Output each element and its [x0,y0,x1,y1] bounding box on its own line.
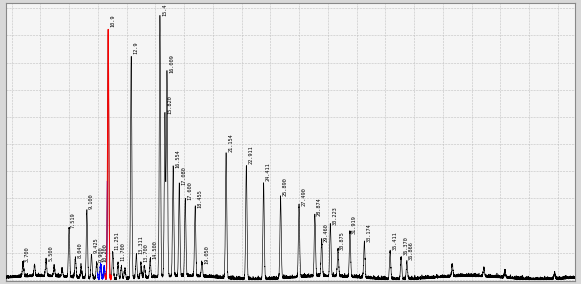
Text: 19.050: 19.050 [204,245,209,264]
Text: 11.251: 11.251 [115,231,120,250]
Text: 25.890: 25.890 [283,177,288,196]
Text: 13.700: 13.700 [143,243,148,262]
Text: 10.9: 10.9 [110,15,115,27]
Text: 8.040: 8.040 [77,243,83,258]
Text: 30.875: 30.875 [340,231,345,250]
Text: 9.100: 9.100 [89,194,94,209]
Text: 9.425: 9.425 [94,237,99,253]
Text: 10.200: 10.200 [103,243,108,262]
Text: 30.223: 30.223 [332,207,338,225]
Text: 12.9: 12.9 [133,42,138,55]
Text: 11.700: 11.700 [120,242,125,261]
Text: 7.519: 7.519 [71,213,76,228]
Text: 17.080: 17.080 [181,166,187,185]
Text: 35.411: 35.411 [392,231,397,250]
Text: 36.370: 36.370 [403,236,408,255]
Text: 24.411: 24.411 [266,162,271,181]
Text: 15.820: 15.820 [167,95,172,114]
Text: 28.874: 28.874 [317,197,322,216]
Text: 17.600: 17.600 [187,181,192,200]
Text: 15.4: 15.4 [162,4,167,16]
Text: 33.174: 33.174 [367,223,371,242]
Text: 14.500: 14.500 [152,241,157,260]
Text: 5.500: 5.500 [48,245,53,261]
Text: 21.154: 21.154 [228,133,233,152]
Text: 3.700: 3.700 [25,247,30,262]
Text: 36.866: 36.866 [409,241,414,260]
Text: 29.460: 29.460 [324,223,329,242]
Text: 9.900: 9.900 [99,247,104,262]
Text: 16.009: 16.009 [169,55,174,74]
Text: 31.919: 31.919 [352,215,357,234]
Text: 22.911: 22.911 [249,146,253,164]
Text: 13.311: 13.311 [138,235,144,254]
Text: 16.554: 16.554 [175,150,180,168]
Text: 18.455: 18.455 [197,189,202,208]
Text: 27.490: 27.490 [301,188,306,206]
